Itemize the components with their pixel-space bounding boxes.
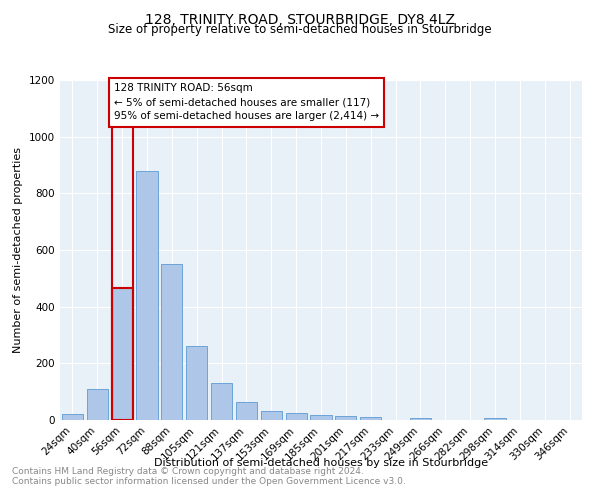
Text: Size of property relative to semi-detached houses in Stourbridge: Size of property relative to semi-detach… [108, 22, 492, 36]
Y-axis label: Number of semi-detached properties: Number of semi-detached properties [13, 147, 23, 353]
Bar [186, 346, 207, 420]
Bar [112, 288, 133, 420]
Bar [310, 415, 332, 420]
Bar [161, 264, 182, 420]
Bar [62, 414, 83, 420]
Bar [87, 389, 108, 420]
Bar [360, 417, 381, 420]
Bar [410, 418, 431, 420]
Text: Contains HM Land Registry data © Crown copyright and database right 2024.: Contains HM Land Registry data © Crown c… [12, 467, 364, 476]
Text: Contains public sector information licensed under the Open Government Licence v3: Contains public sector information licen… [12, 477, 406, 486]
Text: Distribution of semi-detached houses by size in Stourbridge: Distribution of semi-detached houses by … [154, 458, 488, 468]
Text: 128, TRINITY ROAD, STOURBRIDGE, DY8 4LZ: 128, TRINITY ROAD, STOURBRIDGE, DY8 4LZ [145, 12, 455, 26]
Bar [261, 411, 282, 420]
Bar [335, 416, 356, 420]
Bar [211, 383, 232, 420]
Bar [136, 170, 158, 420]
Bar [236, 402, 257, 420]
Bar [286, 413, 307, 420]
Bar [484, 418, 506, 420]
Text: 128 TRINITY ROAD: 56sqm
← 5% of semi-detached houses are smaller (117)
95% of se: 128 TRINITY ROAD: 56sqm ← 5% of semi-det… [114, 84, 379, 122]
